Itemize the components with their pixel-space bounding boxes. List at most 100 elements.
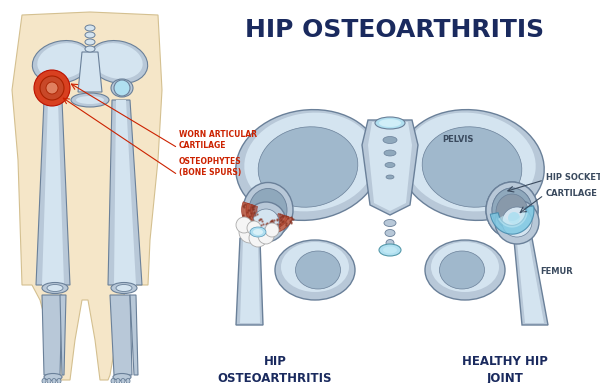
Polygon shape — [60, 295, 66, 375]
Ellipse shape — [111, 79, 133, 97]
Circle shape — [114, 80, 130, 96]
Polygon shape — [108, 100, 142, 285]
Ellipse shape — [281, 242, 349, 292]
Ellipse shape — [275, 240, 355, 300]
Text: FEMUR: FEMUR — [540, 267, 573, 277]
Ellipse shape — [386, 175, 394, 179]
Ellipse shape — [258, 127, 358, 207]
Ellipse shape — [492, 188, 532, 232]
Polygon shape — [114, 100, 136, 285]
Ellipse shape — [383, 136, 397, 144]
Text: HEALTHY HIP
JOINT: HEALTHY HIP JOINT — [462, 355, 548, 383]
Polygon shape — [130, 295, 138, 375]
Ellipse shape — [42, 283, 68, 293]
Circle shape — [46, 82, 58, 94]
Ellipse shape — [57, 378, 61, 383]
Ellipse shape — [52, 378, 56, 383]
Circle shape — [249, 229, 267, 247]
Ellipse shape — [422, 127, 522, 207]
Polygon shape — [36, 100, 70, 285]
Polygon shape — [42, 100, 64, 285]
Text: WORN ARTICULAR
CARTILAGE: WORN ARTICULAR CARTILAGE — [179, 129, 257, 151]
Circle shape — [265, 223, 279, 237]
Circle shape — [495, 200, 539, 244]
Ellipse shape — [385, 229, 395, 236]
Ellipse shape — [486, 182, 538, 238]
Circle shape — [40, 76, 64, 100]
Text: HIP SOCKET: HIP SOCKET — [546, 173, 600, 183]
Ellipse shape — [71, 93, 109, 107]
Ellipse shape — [425, 240, 505, 300]
Ellipse shape — [253, 229, 263, 235]
Polygon shape — [517, 240, 544, 323]
Ellipse shape — [44, 373, 62, 380]
Ellipse shape — [85, 32, 95, 38]
Polygon shape — [242, 202, 293, 234]
Ellipse shape — [85, 25, 95, 31]
Circle shape — [34, 70, 70, 106]
Ellipse shape — [42, 378, 46, 383]
Circle shape — [508, 212, 520, 224]
Ellipse shape — [492, 188, 532, 232]
Ellipse shape — [116, 378, 120, 383]
Text: HIP OSTEOARTHRITIS: HIP OSTEOARTHRITIS — [245, 18, 545, 42]
Polygon shape — [362, 120, 418, 215]
Polygon shape — [246, 203, 289, 230]
Polygon shape — [240, 240, 260, 323]
Polygon shape — [250, 205, 284, 226]
Ellipse shape — [400, 110, 544, 220]
Ellipse shape — [486, 182, 538, 238]
Ellipse shape — [244, 113, 376, 211]
Text: CARTILAGE: CARTILAGE — [546, 188, 598, 198]
Ellipse shape — [111, 283, 137, 293]
Polygon shape — [514, 238, 548, 325]
Ellipse shape — [88, 41, 148, 83]
Ellipse shape — [386, 239, 394, 247]
Ellipse shape — [404, 113, 536, 211]
Polygon shape — [490, 206, 534, 234]
Circle shape — [502, 207, 532, 237]
Polygon shape — [236, 238, 263, 325]
Ellipse shape — [116, 285, 132, 291]
Ellipse shape — [47, 285, 63, 291]
Ellipse shape — [243, 183, 293, 237]
Ellipse shape — [85, 39, 95, 45]
Ellipse shape — [379, 244, 401, 256]
Polygon shape — [78, 52, 102, 92]
Ellipse shape — [47, 378, 51, 383]
Circle shape — [247, 221, 261, 235]
Ellipse shape — [126, 378, 130, 383]
Ellipse shape — [113, 373, 131, 380]
Polygon shape — [42, 295, 62, 375]
Ellipse shape — [439, 251, 485, 289]
Ellipse shape — [384, 150, 396, 156]
Ellipse shape — [111, 378, 115, 383]
Ellipse shape — [47, 79, 69, 97]
Ellipse shape — [121, 378, 125, 383]
Ellipse shape — [91, 43, 143, 79]
Ellipse shape — [375, 117, 405, 129]
Ellipse shape — [496, 194, 528, 230]
Ellipse shape — [249, 188, 287, 231]
Text: OSTEOPHYTES
(BONE SPURS): OSTEOPHYTES (BONE SPURS) — [179, 157, 242, 177]
Ellipse shape — [236, 110, 380, 220]
Ellipse shape — [379, 119, 401, 127]
Ellipse shape — [76, 96, 104, 104]
Polygon shape — [12, 12, 162, 380]
Ellipse shape — [250, 227, 266, 237]
Ellipse shape — [384, 219, 396, 226]
Polygon shape — [110, 295, 132, 375]
Text: HIP
OSTEOARTHRITIS: HIP OSTEOARTHRITIS — [218, 355, 332, 383]
Circle shape — [258, 228, 274, 244]
Text: PELVIS: PELVIS — [442, 136, 473, 144]
Circle shape — [253, 209, 279, 235]
Ellipse shape — [37, 43, 89, 79]
Ellipse shape — [431, 242, 499, 292]
Circle shape — [236, 217, 252, 233]
Ellipse shape — [296, 251, 341, 289]
Polygon shape — [498, 212, 528, 228]
Circle shape — [246, 202, 286, 242]
Circle shape — [239, 221, 261, 243]
Ellipse shape — [85, 46, 95, 52]
Ellipse shape — [385, 162, 395, 167]
